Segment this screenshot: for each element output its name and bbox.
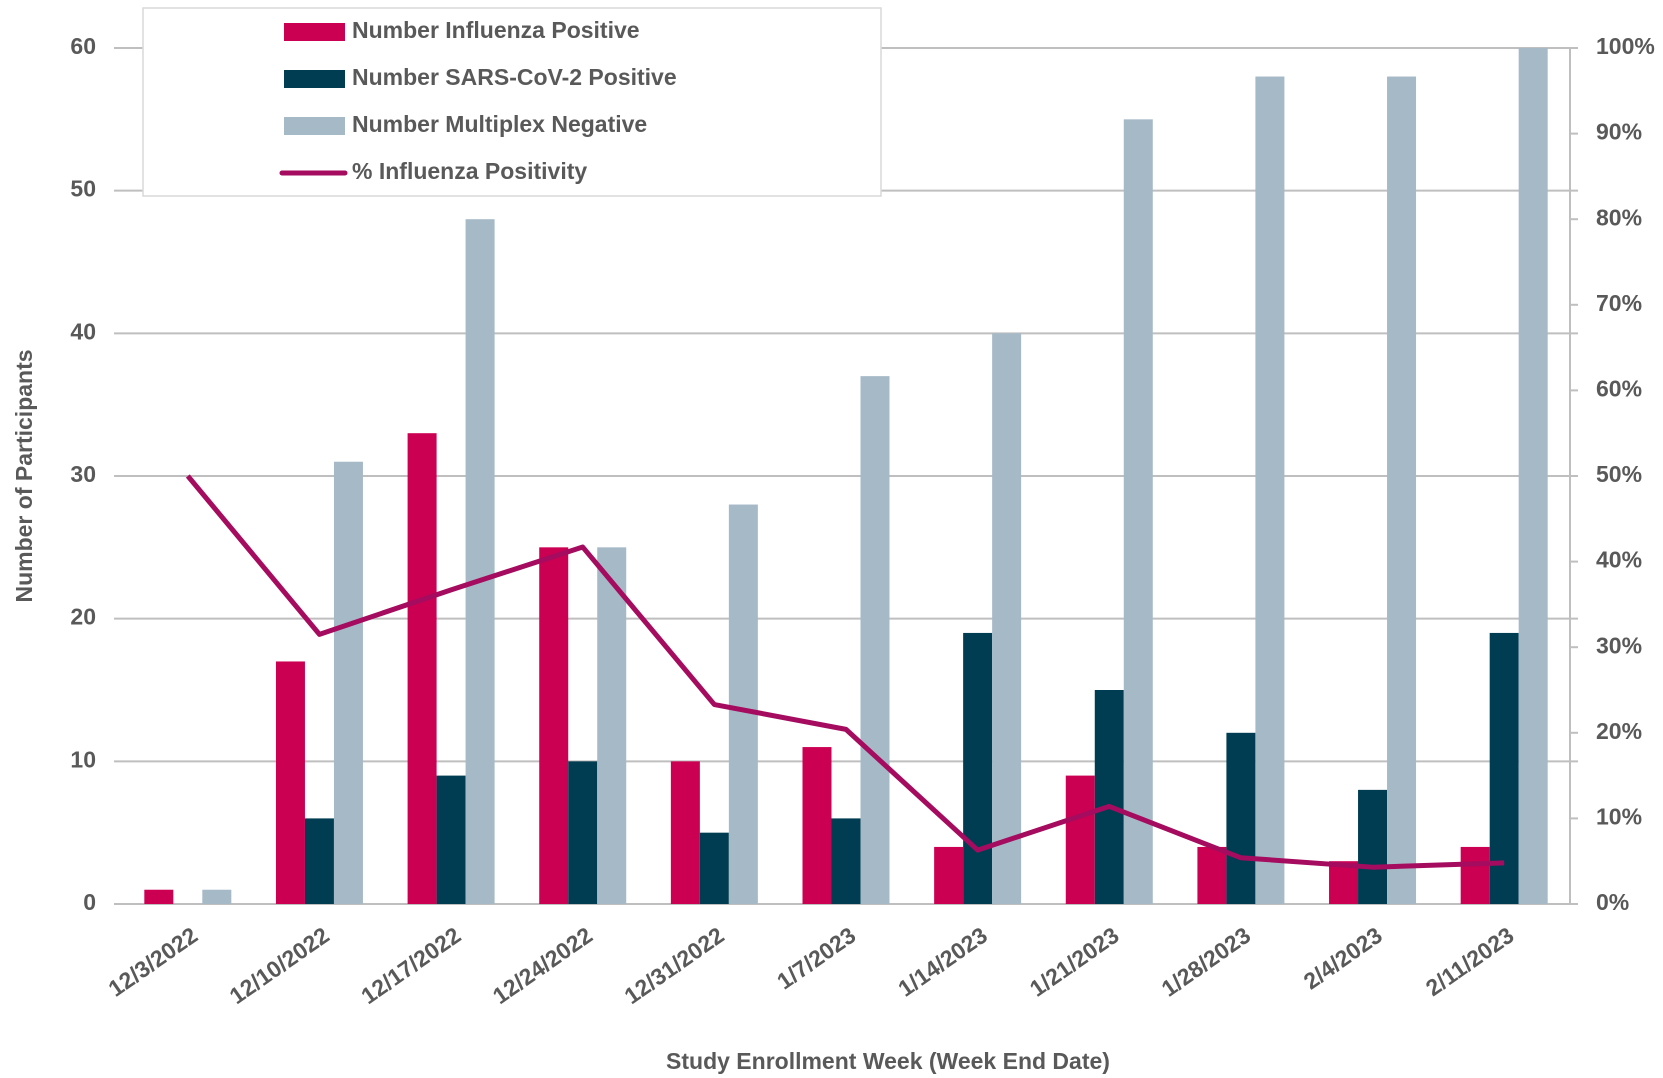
bar xyxy=(670,761,700,904)
legend-label: Number SARS-CoV-2 Positive xyxy=(352,64,677,90)
legend-label: Number Influenza Positive xyxy=(352,17,640,43)
x-tick-label: 12/31/2022 xyxy=(619,922,728,1009)
bar xyxy=(699,832,729,904)
bar xyxy=(568,761,598,904)
bar xyxy=(304,818,334,904)
x-tick-label: 1/28/2023 xyxy=(1157,922,1256,1002)
x-tick-label: 1/7/2023 xyxy=(772,922,860,995)
bar xyxy=(144,889,174,904)
x-tick-label: 12/24/2022 xyxy=(488,922,597,1009)
x-tick-label: 1/14/2023 xyxy=(893,922,992,1002)
bar xyxy=(831,818,861,904)
bar xyxy=(1387,76,1417,905)
y2-tick-label: 0% xyxy=(1596,889,1629,915)
y2-tick-label: 90% xyxy=(1596,119,1642,145)
bar xyxy=(1094,690,1124,904)
y-tick-label: 40 xyxy=(70,318,96,344)
x-tick-label: 12/17/2022 xyxy=(356,922,465,1009)
line xyxy=(185,474,1505,870)
y-axis-title: Number of Participants xyxy=(11,349,37,602)
y2-tick-label: 40% xyxy=(1596,547,1642,573)
legend-box xyxy=(142,7,882,197)
y2-tick-label: 10% xyxy=(1596,803,1642,829)
bar xyxy=(1123,119,1153,905)
x-tick-label: 12/3/2022 xyxy=(103,922,202,1002)
bar xyxy=(992,333,1022,904)
bar xyxy=(1255,76,1285,905)
y-tick-label: 10 xyxy=(70,746,96,772)
bar xyxy=(333,461,363,904)
bar xyxy=(597,547,627,904)
bar xyxy=(436,775,466,904)
y2-tick-label: 70% xyxy=(1596,290,1642,316)
bar xyxy=(1518,48,1548,904)
bar xyxy=(802,747,832,904)
legend-swatch xyxy=(284,23,345,41)
y2-tick-label: 80% xyxy=(1596,204,1642,230)
bar xyxy=(407,433,437,904)
bar xyxy=(934,846,964,904)
x-tick-label: 2/4/2023 xyxy=(1299,922,1387,995)
bar xyxy=(860,376,890,905)
y2-tick-label: 20% xyxy=(1596,718,1642,744)
y-tick-label: 50 xyxy=(70,176,96,202)
bar xyxy=(1065,775,1095,904)
y-tick-label: 60 xyxy=(70,33,96,59)
bar xyxy=(1358,789,1388,904)
y2-tick-label: 30% xyxy=(1596,632,1642,658)
y2-tick-label: 60% xyxy=(1596,375,1642,401)
x-axis-title: Study Enrollment Week (Week End Date) xyxy=(666,1048,1110,1074)
x-tick-label: 12/10/2022 xyxy=(225,922,334,1009)
bar xyxy=(728,504,758,904)
legend-swatch xyxy=(284,70,345,88)
y2-tick-label: 100% xyxy=(1596,33,1655,59)
bar xyxy=(1226,732,1256,904)
legend-swatch xyxy=(284,117,345,135)
bar xyxy=(963,632,993,904)
y-tick-label: 30 xyxy=(70,461,96,487)
y2-tick-label: 50% xyxy=(1596,461,1642,487)
y-tick-label: 0 xyxy=(83,889,96,915)
bar xyxy=(465,219,495,904)
x-tick-label: 2/11/2023 xyxy=(1421,922,1519,1001)
legend-label: Number Multiplex Negative xyxy=(352,111,647,137)
bar xyxy=(202,889,232,904)
bar xyxy=(1489,632,1519,904)
bar xyxy=(539,547,569,904)
x-tick-label: 1/21/2023 xyxy=(1025,922,1124,1002)
bar xyxy=(275,661,305,904)
y-tick-label: 20 xyxy=(70,604,96,630)
bar xyxy=(1329,861,1359,904)
legend-label: % Influenza Positivity xyxy=(352,158,587,184)
bar xyxy=(1460,846,1490,904)
bar xyxy=(1197,846,1227,904)
